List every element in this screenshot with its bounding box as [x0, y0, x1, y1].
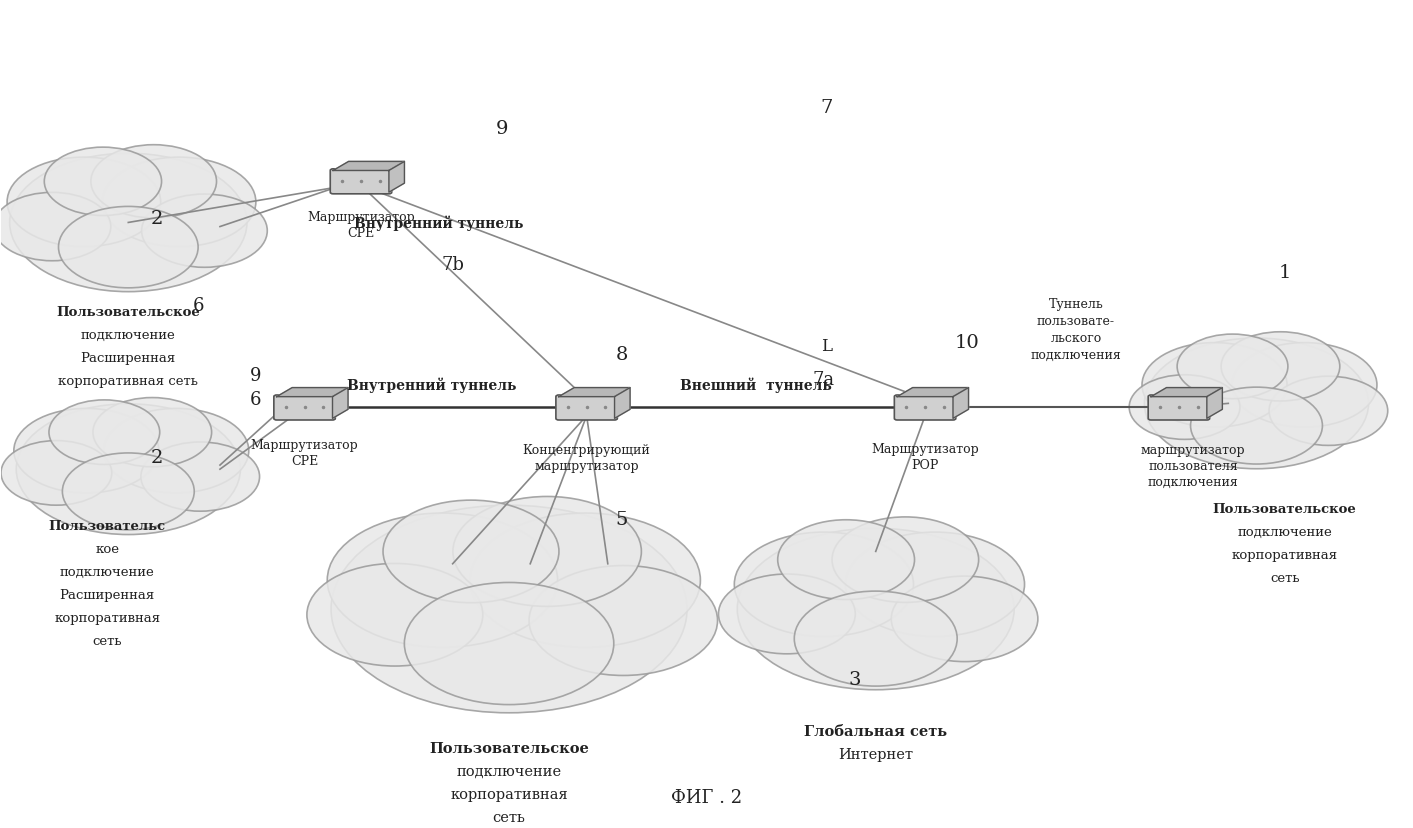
Text: Туннель
пользовате-
льского
подключения: Туннель пользовате- льского подключения — [1030, 298, 1122, 362]
Text: 5: 5 — [616, 510, 627, 528]
FancyBboxPatch shape — [331, 170, 391, 195]
Text: маршрутизатор
пользователя
подключения: маршрутизатор пользователя подключения — [1140, 443, 1245, 489]
Text: 8: 8 — [616, 345, 627, 363]
Text: Пользовательское: Пользовательское — [57, 306, 201, 318]
Text: корпоративная сеть: корпоративная сеть — [58, 374, 198, 388]
FancyBboxPatch shape — [894, 396, 955, 421]
Text: Маршрутизатор
CPE: Маршрутизатор CPE — [307, 211, 415, 240]
Text: 7b: 7b — [441, 255, 463, 273]
Text: Пользовательское: Пользовательское — [430, 741, 589, 754]
Text: 2: 2 — [150, 448, 162, 466]
Polygon shape — [1152, 388, 1222, 397]
Text: корпоративная: корпоративная — [1232, 548, 1338, 561]
Text: 7a: 7a — [812, 370, 835, 388]
Text: Интернет: Интернет — [838, 747, 913, 761]
Text: сеть: сеть — [92, 634, 122, 647]
Text: Маршрутизатор
POP: Маршрутизатор POP — [872, 442, 979, 471]
Text: кое: кое — [95, 542, 119, 555]
Polygon shape — [389, 162, 404, 193]
Text: подключение: подключение — [1238, 526, 1332, 538]
Text: Маршрутизатор
CPE: Маршрутизатор CPE — [250, 438, 359, 467]
Polygon shape — [558, 388, 630, 397]
Text: корпоративная: корпоративная — [54, 611, 160, 623]
Text: 10: 10 — [955, 334, 979, 351]
Text: Внутренний туннель: Внутренний туннель — [353, 215, 523, 231]
Text: Концентрирующий
маршрутизатор: Концентрирующий маршрутизатор — [523, 443, 650, 472]
Text: 6: 6 — [250, 391, 261, 409]
Text: 9: 9 — [496, 120, 509, 137]
Polygon shape — [277, 388, 348, 397]
Polygon shape — [615, 388, 630, 419]
Text: корпоративная: корпоративная — [451, 787, 568, 801]
Text: 2: 2 — [150, 210, 162, 228]
Text: 6: 6 — [194, 296, 205, 315]
Text: 3: 3 — [848, 670, 861, 688]
Text: сеть: сеть — [493, 810, 526, 824]
FancyBboxPatch shape — [555, 396, 617, 421]
Text: 9: 9 — [250, 366, 261, 384]
Text: Пользовательское: Пользовательское — [1212, 503, 1356, 516]
Polygon shape — [333, 162, 404, 171]
Text: ФИГ . 2: ФИГ . 2 — [671, 788, 742, 806]
Text: Внутренний туннель: Внутренний туннель — [346, 378, 516, 392]
Polygon shape — [332, 388, 348, 419]
Text: Глобальная сеть: Глобальная сеть — [804, 724, 947, 739]
Text: Расширенная: Расширенная — [81, 351, 177, 364]
Polygon shape — [952, 388, 968, 419]
Text: подключение: подключение — [59, 565, 154, 578]
Text: 7: 7 — [820, 99, 832, 118]
Text: L: L — [821, 338, 832, 355]
Text: Пользовательс: Пользовательс — [48, 519, 165, 532]
Text: 1: 1 — [1279, 263, 1291, 282]
Text: подключение: подключение — [456, 763, 561, 777]
FancyBboxPatch shape — [274, 396, 335, 421]
Text: сеть: сеть — [1270, 571, 1300, 585]
Polygon shape — [897, 388, 968, 397]
Polygon shape — [1207, 388, 1222, 419]
Text: Расширенная: Расширенная — [59, 588, 155, 601]
Text: подключение: подключение — [81, 329, 175, 341]
Text: Внешний  туннель: Внешний туннель — [680, 378, 832, 392]
FancyBboxPatch shape — [1149, 396, 1210, 421]
